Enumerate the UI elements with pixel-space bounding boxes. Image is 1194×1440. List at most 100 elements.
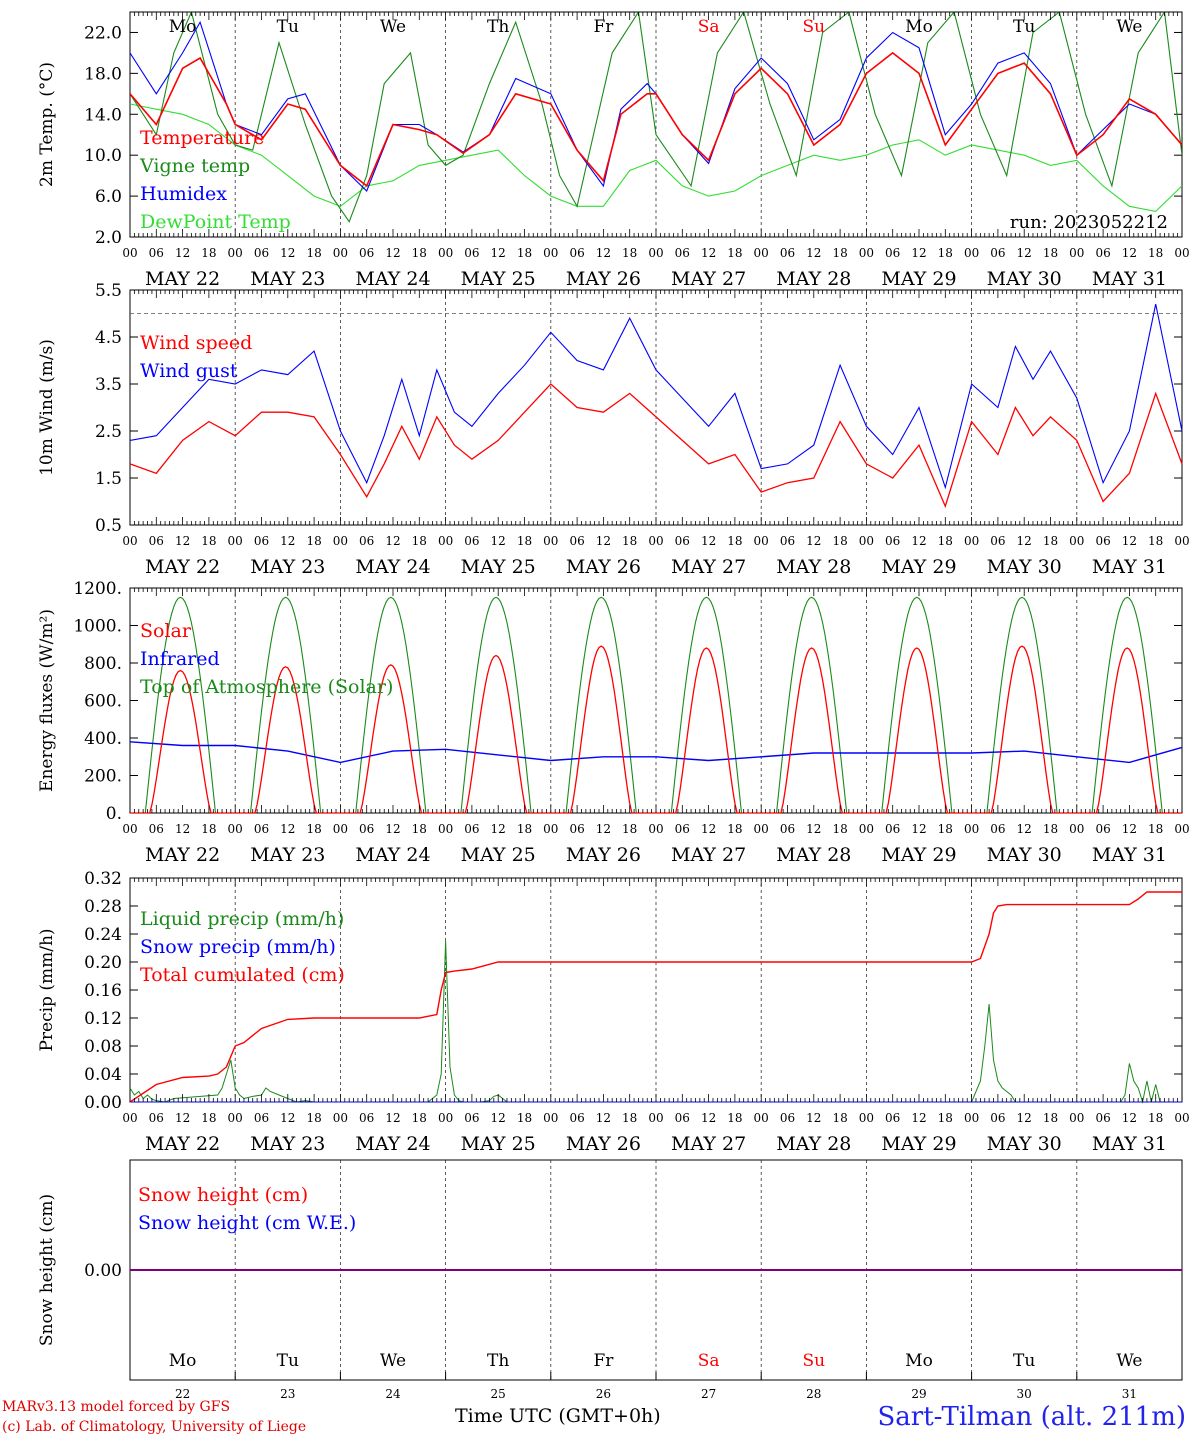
- date-label: MAY 31: [1092, 844, 1167, 866]
- hour-tick-label: 12: [280, 822, 295, 836]
- date-label: MAY 29: [881, 1133, 956, 1155]
- hour-tick-label: 00: [228, 534, 243, 548]
- date-label: MAY 24: [355, 556, 430, 578]
- legend-entry: DewPoint Temp: [140, 211, 291, 233]
- hour-tick-label: 06: [885, 822, 900, 836]
- y-axis-label: 2m Temp. (°C): [37, 62, 57, 187]
- y-axis-label: Precip (mm/h): [37, 928, 57, 1051]
- hour-tick-label: 00: [648, 246, 663, 260]
- weekday-label: Tu: [277, 17, 299, 37]
- hour-tick-label: 00: [438, 534, 453, 548]
- hour-tick-label: 06: [990, 534, 1005, 548]
- legend-entry: Wind gust: [140, 360, 238, 382]
- hour-tick-label: 12: [491, 1111, 506, 1125]
- hour-tick-label: 06: [149, 1111, 164, 1125]
- hour-tick-label: 12: [806, 534, 821, 548]
- hour-tick-label: 18: [1148, 534, 1163, 548]
- y-tick-label: 0.5: [95, 516, 122, 536]
- hour-tick-label: 12: [1017, 822, 1032, 836]
- hour-tick-label: 18: [412, 534, 427, 548]
- day-number-label: 23: [280, 1387, 295, 1401]
- date-label: MAY 31: [1092, 1133, 1167, 1155]
- hour-tick-label: 06: [359, 246, 374, 260]
- run-label: run: 2023052212: [1010, 212, 1168, 233]
- hour-tick-label: 06: [1095, 534, 1110, 548]
- legend-entry: Liquid precip (mm/h): [140, 908, 344, 930]
- weekday-label: Tu: [1013, 17, 1035, 37]
- date-label: MAY 30: [987, 1133, 1062, 1155]
- hour-tick-label: 00: [122, 534, 137, 548]
- weekday-label: We: [380, 1351, 406, 1371]
- hour-tick-label: 12: [1017, 1111, 1032, 1125]
- hour-tick-label: 06: [569, 1111, 584, 1125]
- day-number-label: 28: [806, 1387, 821, 1401]
- hour-tick-label: 06: [675, 246, 690, 260]
- hour-tick-label: 18: [517, 534, 532, 548]
- y-tick-label: 400.: [84, 729, 122, 749]
- hour-tick-label: 12: [280, 246, 295, 260]
- hour-tick-label: 18: [306, 246, 321, 260]
- hour-tick-label: 06: [254, 246, 269, 260]
- weekday-label: Su: [802, 1351, 825, 1371]
- hour-tick-label: 18: [306, 534, 321, 548]
- day-number-label: 27: [701, 1387, 716, 1401]
- time-axis-label: Time UTC (GMT+0h): [455, 1405, 661, 1427]
- hour-tick-label: 18: [1148, 246, 1163, 260]
- series-line-temperature: [130, 51, 1182, 188]
- weekday-label: We: [380, 17, 406, 37]
- date-label: MAY 23: [250, 1133, 325, 1155]
- hour-tick-label: 00: [438, 1111, 453, 1125]
- hour-tick-label: 06: [464, 822, 479, 836]
- hour-tick-label: 06: [1095, 822, 1110, 836]
- y-tick-label: 0.28: [84, 897, 122, 917]
- hour-tick-label: 00: [859, 822, 874, 836]
- hour-tick-label: 06: [464, 1111, 479, 1125]
- legend-entry: Solar: [140, 620, 192, 642]
- hour-tick-label: 18: [201, 534, 216, 548]
- date-label: MAY 27: [671, 268, 746, 290]
- legend-entry: Vigne temp: [139, 155, 250, 177]
- hour-tick-label: 12: [491, 246, 506, 260]
- hour-tick-label: 00: [122, 822, 137, 836]
- hour-tick-label: 18: [1148, 822, 1163, 836]
- weekday-label: We: [1116, 1351, 1142, 1371]
- y-tick-label: 0.08: [84, 1037, 122, 1057]
- hour-tick-label: 18: [727, 246, 742, 260]
- hour-tick-label: 12: [911, 534, 926, 548]
- hour-tick-label: 12: [175, 1111, 190, 1125]
- hour-tick-label: 06: [780, 246, 795, 260]
- hour-tick-label: 18: [622, 534, 637, 548]
- hour-tick-label: 00: [964, 246, 979, 260]
- hour-tick-label: 12: [806, 246, 821, 260]
- hour-tick-label: 06: [780, 822, 795, 836]
- hour-tick-label: 06: [990, 246, 1005, 260]
- y-tick-label: 0.04: [84, 1065, 122, 1085]
- date-label: MAY 26: [566, 1133, 641, 1155]
- weekday-label: Su: [802, 17, 825, 37]
- day-number-label: 30: [1017, 1387, 1032, 1401]
- hour-tick-label: 06: [885, 1111, 900, 1125]
- y-tick-label: 0.32: [84, 869, 122, 889]
- hour-tick-label: 00: [964, 534, 979, 548]
- hour-tick-label: 12: [1017, 534, 1032, 548]
- model-credit: MARv3.13 model forced by GFS: [2, 1399, 231, 1415]
- legend-entry: Snow height (cm W.E.): [138, 1212, 356, 1234]
- y-tick-label: 200.: [84, 767, 122, 787]
- hour-tick-label: 18: [517, 1111, 532, 1125]
- y-tick-label: 14.0: [84, 105, 122, 125]
- hour-tick-label: 00: [333, 246, 348, 260]
- hour-tick-label: 00: [543, 534, 558, 548]
- hour-tick-label: 00: [754, 246, 769, 260]
- hour-tick-label: 00: [333, 534, 348, 548]
- hour-tick-label: 06: [569, 534, 584, 548]
- legend-entry: Wind speed: [140, 332, 252, 354]
- hour-tick-label: 18: [412, 1111, 427, 1125]
- hour-tick-label: 06: [675, 822, 690, 836]
- copyright-credit: (c) Lab. of Climatology, University of L…: [2, 1419, 307, 1435]
- hour-tick-label: 18: [938, 534, 953, 548]
- y-tick-label: 600.: [84, 692, 122, 712]
- weekday-label: Sa: [698, 1351, 720, 1371]
- hour-tick-label: 00: [1174, 1111, 1189, 1125]
- hour-tick-label: 12: [911, 246, 926, 260]
